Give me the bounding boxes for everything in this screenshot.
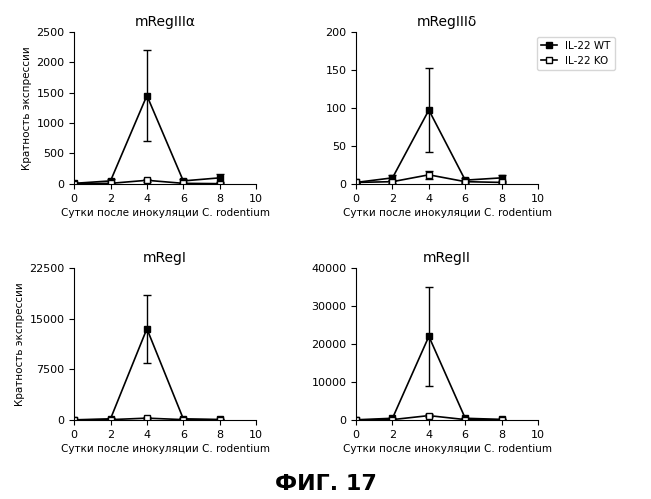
Title: mRegII: mRegII: [423, 251, 471, 265]
Title: mRegIIIδ: mRegIIIδ: [417, 15, 477, 29]
X-axis label: Сутки после инокуляции C. rodentium: Сутки после инокуляции C. rodentium: [61, 444, 270, 454]
Title: mRegIIIα: mRegIIIα: [135, 15, 195, 29]
X-axis label: Сутки после инокуляции C. rodentium: Сутки после инокуляции C. rodentium: [342, 444, 551, 454]
X-axis label: Сутки после инокуляции C. rodentium: Сутки после инокуляции C. rodentium: [61, 208, 270, 218]
Title: mRegI: mRegI: [143, 251, 187, 265]
X-axis label: Сутки после инокуляции C. rodentium: Сутки после инокуляции C. rodentium: [342, 208, 551, 218]
Legend: IL-22 WT, IL-22 KO: IL-22 WT, IL-22 KO: [537, 37, 615, 70]
Y-axis label: Кратность экспрессии: Кратность экспрессии: [15, 282, 25, 406]
Text: ФИГ. 17: ФИГ. 17: [275, 474, 376, 494]
Y-axis label: Кратность экспрессии: Кратность экспрессии: [22, 46, 32, 170]
